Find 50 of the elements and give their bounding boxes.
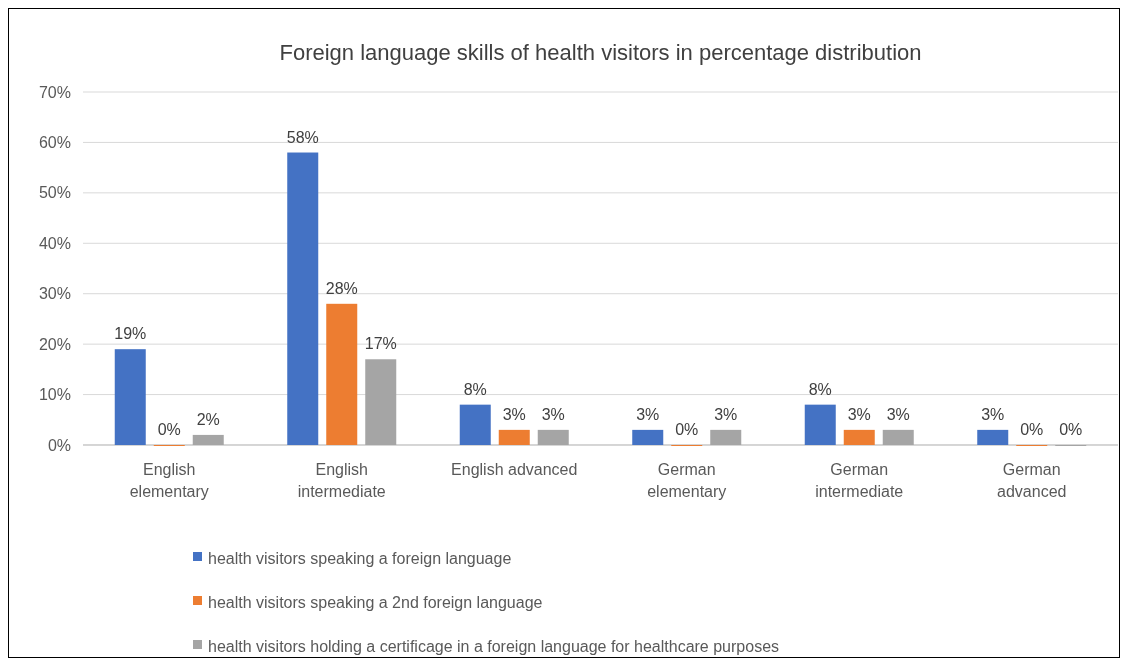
y-tick-label: 40%: [38, 234, 71, 252]
data-label: 0%: [1059, 421, 1083, 438]
legend-label: health visitors speaking a foreign language: [208, 549, 512, 567]
bar: [114, 349, 146, 445]
bar: [882, 429, 914, 445]
bar: [977, 429, 1009, 445]
legend-label: health visitors speaking a 2nd foreign language: [208, 593, 543, 611]
bar: [537, 429, 569, 445]
data-label: 3%: [886, 405, 910, 423]
data-label: 2%: [196, 410, 220, 428]
data-label: 3%: [636, 405, 660, 423]
data-label: 19%: [114, 325, 147, 343]
chart-title: Foreign language skills of health visitors in percentage distribution: [279, 40, 922, 65]
y-tick-label: 10%: [38, 386, 71, 404]
y-tick-label: 70%: [38, 83, 71, 101]
x-tick-label: German intermediate: [815, 461, 904, 500]
y-tick-label: 0%: [47, 436, 71, 454]
data-label: 58%: [286, 128, 319, 146]
y-tick-label: 20%: [38, 335, 71, 353]
bar: [804, 404, 836, 445]
bar: [365, 359, 397, 445]
data-label: 3%: [981, 405, 1005, 423]
bar: [287, 152, 319, 445]
legend-label: health visitors holding a certificage in a foreign language for healthcare purposes: [208, 637, 780, 655]
bar: [498, 429, 530, 445]
bar: [326, 303, 358, 445]
bar: [459, 404, 491, 445]
x-tick-label: English advanced: [451, 461, 578, 478]
y-tick-label: 60%: [38, 134, 71, 152]
data-label: 0%: [1020, 421, 1044, 438]
bar: [632, 429, 664, 445]
x-tick-label: German advanced: [997, 461, 1067, 500]
x-tick-label: English elementary: [129, 461, 209, 500]
data-label: 3%: [502, 405, 526, 423]
data-label: 3%: [847, 405, 871, 423]
data-label: 8%: [463, 380, 487, 398]
data-label: 28%: [325, 279, 358, 297]
data-label: 3%: [714, 405, 738, 423]
data-label: 17%: [364, 335, 397, 353]
bar: [192, 434, 224, 445]
x-tick-label: German elementary: [647, 461, 727, 500]
data-label: 3%: [541, 405, 565, 423]
data-label: 0%: [675, 421, 699, 438]
data-label: 0%: [157, 421, 181, 438]
bar: [710, 429, 742, 445]
x-tick-label: English intermediate: [297, 461, 386, 500]
y-tick-label: 50%: [38, 184, 71, 202]
bar: [843, 429, 875, 445]
data-label: 8%: [808, 380, 832, 398]
y-tick-label: 30%: [38, 285, 71, 303]
